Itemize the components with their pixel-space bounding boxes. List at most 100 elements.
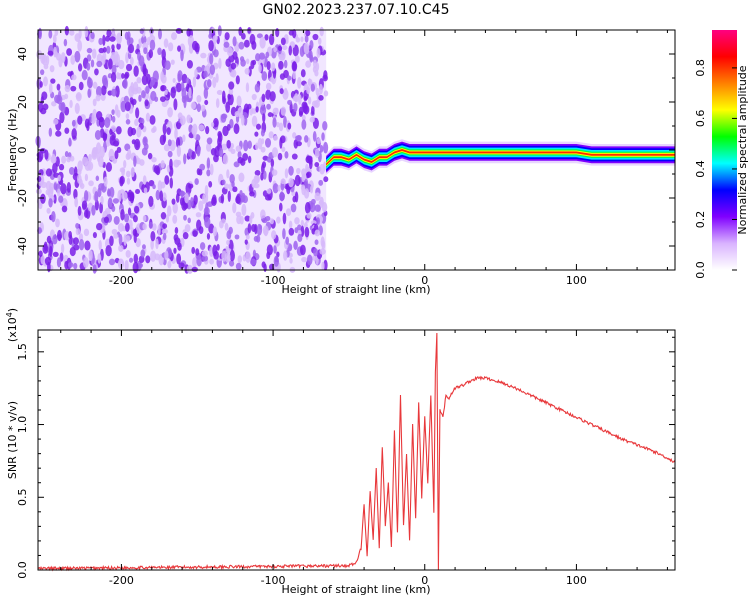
noise-blob	[260, 129, 265, 137]
noise-blob	[201, 254, 209, 262]
noise-blob	[129, 56, 134, 66]
noise-blob	[47, 189, 54, 199]
noise-blob	[209, 53, 214, 65]
noise-blob	[263, 228, 268, 237]
snr-x-ticks: -200 -100 0 100	[60, 330, 668, 587]
noise-blob	[125, 63, 133, 72]
noise-blob	[299, 244, 306, 256]
noise-blob	[261, 93, 266, 103]
noise-blob	[269, 76, 275, 83]
noise-blob	[99, 146, 105, 159]
noise-blob	[173, 98, 178, 111]
noise-blob	[92, 81, 98, 89]
noise-blob	[308, 96, 312, 105]
noise-blob	[250, 60, 255, 70]
noise-blob	[265, 51, 270, 59]
noise-blob	[277, 45, 283, 52]
noise-blob	[92, 98, 97, 107]
noise-blob	[53, 194, 57, 204]
noise-blob	[302, 173, 307, 181]
noise-blob	[270, 158, 275, 168]
noise-blob	[185, 77, 190, 84]
noise-blob	[133, 232, 137, 244]
noise-blob	[220, 193, 225, 204]
noise-blob	[170, 86, 176, 99]
noise-blob	[107, 188, 111, 197]
noise-blob	[56, 257, 62, 268]
noise-blob	[236, 95, 242, 107]
noise-blob	[227, 190, 231, 203]
noise-blob	[52, 234, 58, 245]
noise-blob	[160, 181, 166, 189]
noise-blob	[244, 215, 251, 222]
noise-blob	[194, 68, 198, 78]
noise-blob	[101, 74, 108, 86]
noise-blob	[51, 211, 56, 223]
noise-blob	[142, 175, 147, 185]
noise-blob	[287, 99, 293, 106]
noise-blob	[155, 189, 161, 201]
noise-blob	[226, 46, 233, 57]
noise-blob	[268, 33, 275, 46]
noise-blob	[294, 217, 300, 225]
snr-scale-exponent: 4	[5, 312, 14, 317]
noise-blob	[297, 233, 303, 243]
noise-blob	[314, 192, 321, 201]
noise-blob	[306, 254, 313, 266]
noise-blob	[53, 172, 60, 178]
noise-blob	[218, 58, 222, 69]
noise-blob	[285, 208, 292, 217]
y-tick-label: 20	[16, 95, 29, 109]
frequency-ridge	[326, 139, 675, 176]
noise-blob	[92, 264, 97, 274]
noise-blob	[238, 41, 245, 50]
noise-blob	[114, 150, 119, 160]
noise-blob	[48, 197, 53, 208]
snr-x-label: Height of straight line (km)	[281, 583, 430, 596]
noise-blob	[226, 139, 231, 149]
noise-blob	[271, 147, 279, 158]
noise-blob	[43, 76, 48, 87]
noise-blob	[243, 139, 249, 152]
noise-blob	[118, 72, 123, 80]
noise-blob	[40, 193, 46, 204]
noise-blob	[183, 153, 187, 165]
noise-blob	[167, 107, 173, 118]
noise-blob	[314, 229, 321, 237]
noise-blob	[125, 113, 130, 120]
noise-blob	[231, 180, 235, 188]
noise-blob	[300, 69, 306, 78]
noise-blob	[267, 112, 273, 118]
noise-blob	[200, 52, 207, 59]
noise-blob	[300, 219, 304, 227]
noise-blob	[145, 255, 151, 264]
noise-blob	[300, 36, 304, 42]
noise-blob	[127, 43, 135, 54]
noise-blob	[58, 195, 64, 203]
noise-blob	[151, 156, 157, 163]
noise-blob	[305, 29, 311, 37]
noise-blob	[253, 174, 260, 184]
colorbar-tick-label: 0.6	[694, 110, 707, 128]
noise-blob	[59, 111, 65, 124]
noise-blob	[57, 229, 62, 242]
noise-blob	[188, 87, 192, 99]
noise-blob	[53, 182, 58, 191]
noise-blob	[301, 114, 306, 122]
noise-blob	[91, 204, 96, 216]
noise-blob	[266, 103, 271, 110]
noise-blob	[105, 162, 113, 172]
noise-blob	[209, 258, 214, 265]
noise-blob	[152, 126, 157, 133]
noise-blob	[232, 186, 238, 193]
noise-blob	[111, 115, 116, 123]
noise-blob	[51, 101, 57, 107]
noise-blob	[66, 156, 72, 163]
noise-blob	[230, 62, 237, 70]
noise-blob	[154, 96, 159, 102]
noise-blob	[98, 116, 105, 129]
noise-blob	[230, 148, 236, 155]
noise-blob	[281, 146, 286, 153]
noise-blob	[141, 35, 147, 45]
noise-blob	[174, 227, 179, 234]
